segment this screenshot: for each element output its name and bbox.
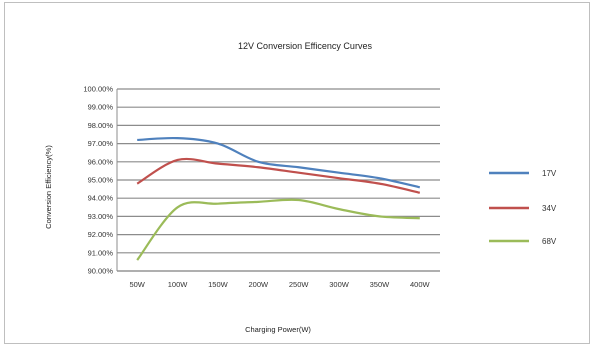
x-axis-label: Charging Power(W) — [245, 325, 311, 334]
y-tick-label: 93.00% — [88, 212, 114, 221]
x-tick-label: 400W — [410, 280, 431, 289]
y-axis-label: Conversion Efficiency(%) — [44, 145, 53, 229]
series-line-34V — [136, 157, 421, 194]
y-tick-label: 96.00% — [88, 157, 114, 166]
chart-area: 12V Conversion Efficency Curves 90.00% 91… — [4, 2, 590, 344]
x-tick-label: 100W — [168, 280, 189, 289]
y-tick-label: 98.00% — [88, 121, 114, 130]
y-tick-label: 94.00% — [88, 194, 114, 203]
chart-title: 12V Conversion Efficency Curves — [238, 41, 372, 51]
y-tick-label: 91.00% — [88, 248, 114, 257]
y-tick-label: 92.00% — [88, 230, 114, 239]
series-line-17V — [137, 136, 421, 189]
x-tick-label: 200W — [249, 280, 270, 289]
y-tick-label: 100.00% — [83, 85, 113, 94]
legend: 17V 34V 68V — [489, 169, 557, 246]
x-axis-ticks: 50W 100W 150W 200W 250W 300W 350W 400W — [129, 280, 430, 289]
series-line-68V — [136, 198, 420, 261]
y-tick-label: 90.00% — [88, 267, 114, 276]
series-lines — [136, 136, 421, 261]
line-chart: 12V Conversion Efficency Curves 90.00% 91… — [44, 41, 557, 334]
y-tick-label: 95.00% — [88, 176, 114, 185]
legend-label-68V: 68V — [542, 237, 557, 246]
x-tick-label: 150W — [208, 280, 229, 289]
x-tick-label: 250W — [289, 280, 310, 289]
x-tick-label: 300W — [329, 280, 350, 289]
y-tick-label: 99.00% — [88, 103, 114, 112]
legend-label-34V: 34V — [542, 204, 557, 213]
y-tick-label: 97.00% — [88, 139, 114, 148]
legend-label-17V: 17V — [542, 169, 557, 178]
gridlines — [116, 88, 440, 272]
x-tick-label: 50W — [129, 280, 145, 289]
y-axis-ticks: 90.00% 91.00% 92.00% 93.00% 94.00% 95.00% 96.0… — [83, 85, 113, 276]
x-tick-label: 350W — [370, 280, 391, 289]
